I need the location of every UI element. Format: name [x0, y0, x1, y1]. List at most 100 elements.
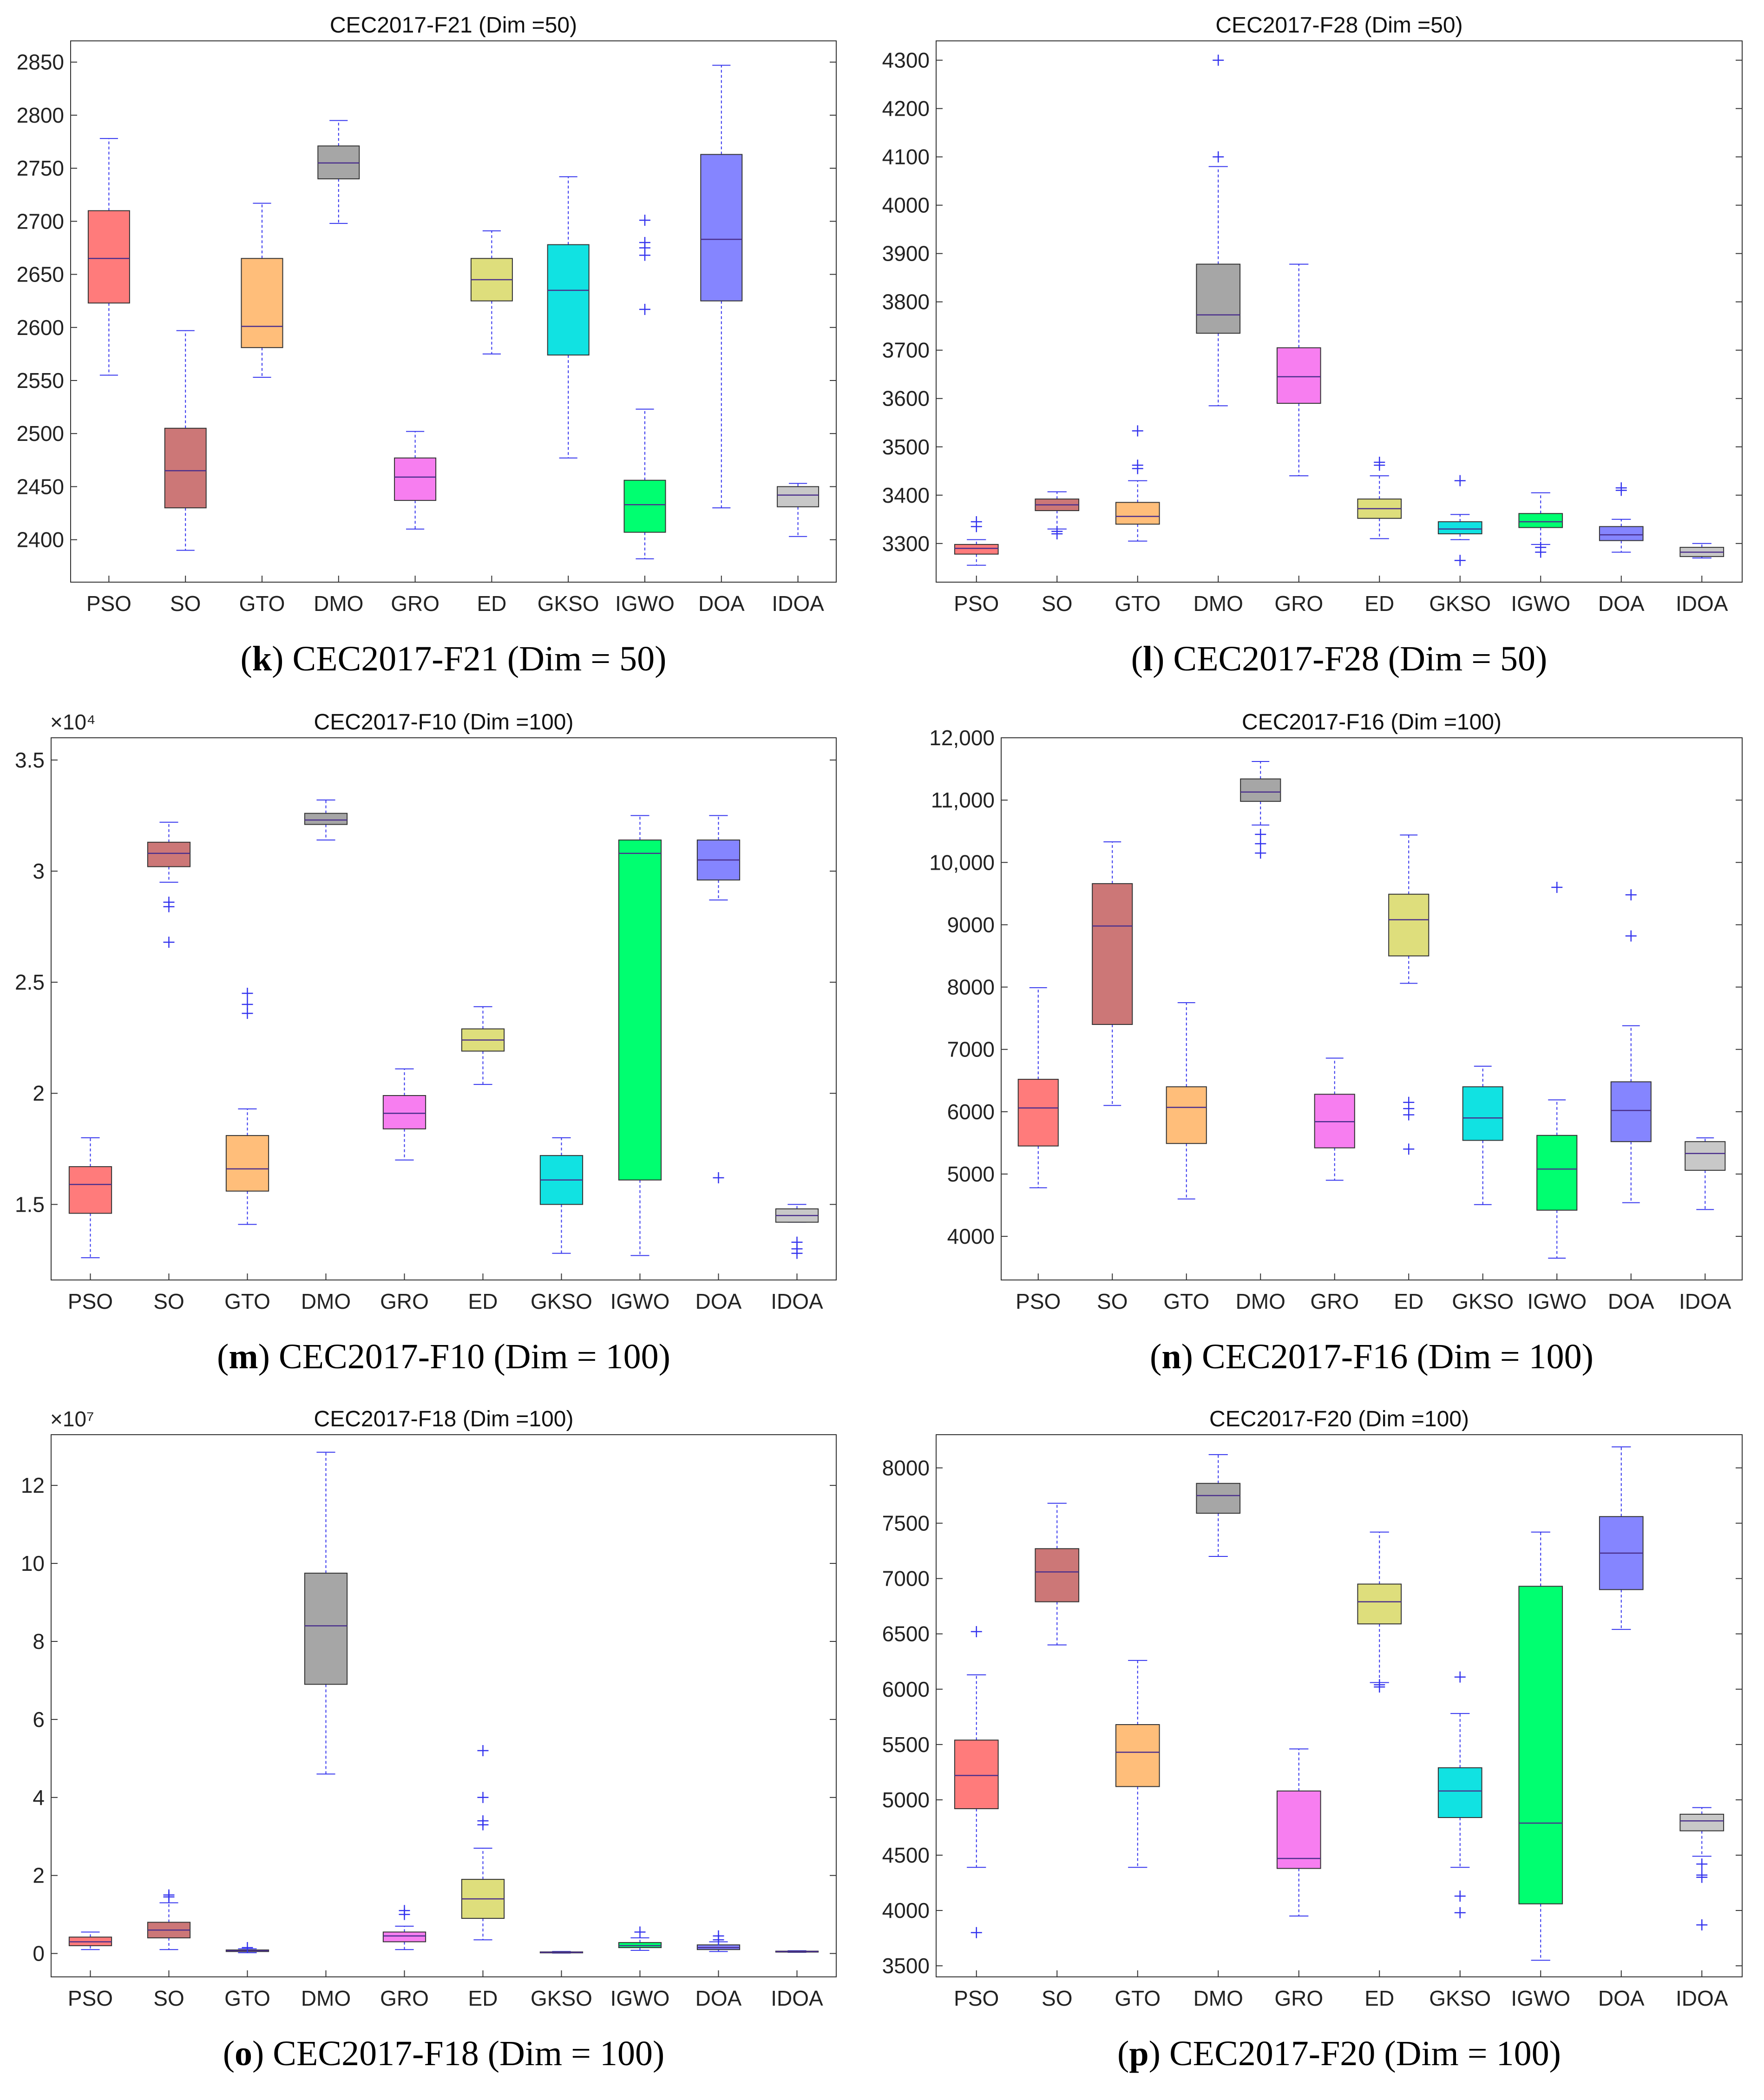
box-body [1196, 263, 1241, 334]
caption-text: ) CEC2017-F20 (Dim = 100) [1149, 2034, 1561, 2073]
outlier-marker [1454, 1890, 1466, 1902]
box-body [304, 813, 348, 825]
x-tick-label: SO [1097, 1289, 1128, 1313]
box-gto: GTO [224, 988, 270, 1313]
box-body [1314, 1094, 1355, 1148]
y-tick-label: 3500 [882, 1954, 930, 1978]
y-tick-label: 2650 [17, 262, 64, 287]
panel-caption: (m) CEC2017-F10 (Dim = 100) [217, 1337, 670, 1376]
chart-panel-o: CEC2017-F18 (Dim =100) ×10⁷ 0 2 4 6 8 10 12 PSO SO… [21, 1407, 837, 2073]
caption-letter: l [1143, 639, 1153, 678]
box-dmo: DMO [1193, 54, 1243, 616]
box-body [1357, 1583, 1402, 1625]
box-so: SO [1092, 841, 1133, 1313]
box-so: SO [1035, 491, 1080, 616]
x-tick-label: GRO [1310, 1289, 1359, 1313]
y-tick-label: 6000 [882, 1677, 930, 1701]
box-body [225, 1135, 269, 1192]
chart-title: CEC2017-F18 (Dim =100) [314, 1407, 574, 1431]
panel-caption: (n) CEC2017-F16 (Dim = 100) [1150, 1337, 1594, 1376]
box-body [1599, 526, 1644, 541]
axis-exponent: ×10⁷ [50, 1407, 94, 1431]
x-tick-label: GRO [1274, 591, 1323, 616]
chart-panel-l: CEC2017-F28 (Dim =50) 3300 3400 3500 3600 370… [882, 13, 1743, 678]
chart-panel-p: CEC2017-F20 (Dim =100) 3500 4000 4500 5000 55… [882, 1407, 1743, 2073]
box-gto: GTO [1115, 425, 1161, 616]
outlier-marker [1535, 542, 1547, 553]
outlier-marker [1213, 54, 1224, 66]
box-body [241, 258, 283, 348]
box-dmo: DMO [301, 799, 351, 1313]
x-tick-label: PSO [1016, 1289, 1061, 1313]
x-tick-label: DOA [1608, 1289, 1654, 1313]
y-tick-label: 3800 [882, 290, 930, 314]
y-tick-label: 8 [33, 1629, 45, 1654]
x-tick-label: GTO [1115, 591, 1161, 616]
outlier-marker [163, 896, 175, 908]
outlier-marker [1454, 1907, 1466, 1918]
outlier-marker [242, 998, 253, 1010]
box-body [1536, 1135, 1578, 1211]
caption-letter: k [252, 639, 272, 678]
box-body [394, 457, 437, 501]
x-tick-label: IGWO [610, 1289, 670, 1313]
y-tick-label: 4500 [882, 1843, 930, 1867]
outlier-marker [1255, 847, 1266, 859]
x-tick-label: ED [468, 1986, 498, 2010]
plot-frame [51, 737, 837, 1280]
box-body [1166, 1086, 1207, 1144]
outlier-marker [634, 1926, 646, 1938]
outlier-marker [1213, 151, 1224, 163]
x-tick-label: SO [153, 1289, 184, 1313]
y-tick-label: 5000 [947, 1162, 995, 1186]
box-body [777, 486, 820, 507]
box-body [1276, 1790, 1321, 1869]
box-doa: DOA [698, 65, 745, 616]
box-body [382, 1095, 426, 1129]
x-tick-label: GTO [1163, 1289, 1209, 1313]
box-body [623, 479, 666, 533]
outlier-marker [1132, 425, 1143, 437]
y-tick-label: 1.5 [15, 1192, 45, 1216]
plot-frame [936, 40, 1743, 583]
box-doa: DOA [1598, 482, 1645, 616]
chart-panel-m: CEC2017-F10 (Dim =100) ×10⁴ 1.5 2 2.5 3 3.5 PSO… [15, 710, 837, 1376]
caption-paren-open: ( [1150, 1337, 1161, 1376]
x-tick-label: IDOA [1676, 1986, 1728, 2010]
x-tick-label: GKSO [538, 591, 599, 616]
x-tick-label: GRO [391, 591, 439, 616]
box-ed: ED [461, 1745, 505, 2010]
box-gro: GRO [1274, 263, 1323, 616]
outlier-marker [1255, 838, 1266, 850]
y-tick-label: 2700 [17, 209, 64, 233]
outlier-marker [163, 1889, 175, 1901]
box-idoa: IDOA [772, 483, 824, 616]
outlier-marker [1403, 1096, 1415, 1108]
outlier-marker [1696, 1869, 1708, 1881]
box-gkso: GKSO [538, 176, 599, 616]
y-tick-label: 6500 [882, 1622, 930, 1646]
y-tick-label: 4200 [882, 97, 930, 121]
box-idoa: IDOA [771, 1204, 823, 1313]
caption-text: ) CEC2017-F21 (Dim = 50) [272, 639, 666, 678]
outlier-marker [971, 516, 982, 527]
box-ed: ED [461, 1006, 505, 1313]
x-tick-label: ED [1364, 1986, 1394, 2010]
outlier-marker [639, 303, 650, 315]
x-tick-label: GKSO [531, 1289, 592, 1313]
box-dmo: DMO [301, 1451, 351, 2010]
box-body [1240, 778, 1281, 802]
caption-paren-open: ( [1117, 2034, 1129, 2073]
box-idoa: IDOA [771, 1950, 823, 2010]
caption-paren-open: ( [223, 2034, 235, 2073]
x-tick-label: IDOA [1676, 591, 1728, 616]
x-tick-label: GTO [1115, 1986, 1161, 2010]
caption-text: ) CEC2017-F28 (Dim = 50) [1153, 639, 1547, 678]
box-so: SO [147, 821, 191, 1313]
outlier-marker [791, 1236, 803, 1248]
y-tick-label: 2 [33, 1081, 45, 1105]
caption-text: ) CEC2017-F16 (Dim = 100) [1181, 1337, 1594, 1376]
x-tick-label: IGWO [615, 591, 675, 616]
x-tick-label: DOA [1598, 591, 1645, 616]
